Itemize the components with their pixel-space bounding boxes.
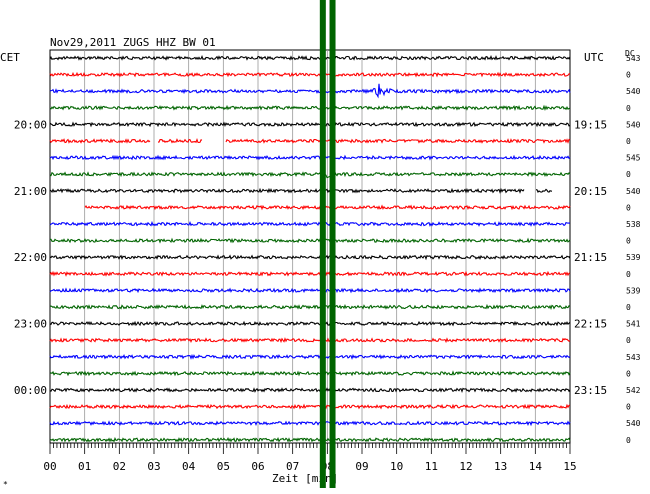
- trace-6: [49, 154, 571, 161]
- x-tick-label-03: 03: [147, 460, 160, 473]
- left-hour-label-3: 23:00: [14, 318, 47, 331]
- trace-17: [49, 337, 571, 344]
- dc-value-22: 540: [626, 419, 641, 428]
- right-axis-title: UTC: [584, 51, 604, 64]
- x-tick-label-07: 07: [286, 460, 299, 473]
- dc-value-18: 543: [626, 353, 641, 362]
- footer-mark: *: [3, 480, 8, 489]
- dc-value-20: 542: [626, 386, 641, 395]
- trace-7: [49, 171, 571, 179]
- trace-4: [49, 121, 571, 128]
- trace-5: [49, 137, 571, 144]
- trace-3: [49, 104, 571, 111]
- dc-value-19: 0: [626, 369, 631, 378]
- left-hour-label-4: 00:00: [14, 384, 47, 397]
- right-hour-label-2: 21:15: [574, 251, 607, 264]
- dc-value-6: 545: [626, 154, 641, 163]
- dc-value-14: 539: [626, 286, 641, 295]
- x-tick-label-10: 10: [390, 460, 403, 473]
- x-tick-label-04: 04: [182, 460, 196, 473]
- x-tick-label-13: 13: [494, 460, 507, 473]
- dc-value-21: 0: [626, 403, 631, 412]
- dc-value-9: 0: [626, 203, 631, 212]
- event-marker-0: [319, 0, 326, 488]
- dc-value-23: 0: [626, 436, 631, 445]
- dc-value-2: 540: [626, 87, 641, 96]
- x-tick-label-01: 01: [78, 460, 91, 473]
- left-hour-label-0: 20:00: [14, 118, 47, 131]
- trace-10: [49, 220, 571, 227]
- left-hour-label-1: 21:00: [14, 185, 47, 198]
- trace-21: [49, 403, 571, 410]
- trace-13: [49, 270, 571, 277]
- trace-0: [49, 54, 571, 61]
- dc-value-0: 543: [626, 54, 641, 63]
- dc-value-7: 0: [626, 170, 631, 179]
- trace-18: [49, 353, 571, 360]
- dc-value-12: 539: [626, 253, 641, 262]
- x-tick-label-09: 09: [355, 460, 368, 473]
- x-axis-label: Zeit [min]: [272, 472, 338, 485]
- right-hour-label-4: 23:15: [574, 384, 607, 397]
- trace-9: [84, 204, 571, 211]
- dc-value-4: 540: [626, 120, 641, 129]
- dc-value-3: 0: [626, 104, 631, 113]
- trace-19: [49, 370, 571, 377]
- chart-title: Nov29,2011 ZUGS HHZ BW 01: [50, 36, 216, 49]
- dc-value-15: 0: [626, 303, 631, 312]
- dc-value-5: 0: [626, 137, 631, 146]
- x-tick-label-11: 11: [425, 460, 438, 473]
- dc-value-11: 0: [626, 237, 631, 246]
- right-hour-label-0: 19:15: [574, 118, 607, 131]
- right-hour-label-1: 20:15: [574, 185, 607, 198]
- x-tick-label-00: 00: [43, 460, 56, 473]
- trace-2: [49, 83, 571, 99]
- trace-20: [49, 387, 571, 394]
- trace-15: [49, 303, 571, 310]
- left-hour-label-2: 22:00: [14, 251, 47, 264]
- event-marker-1: [329, 0, 336, 488]
- dc-corner-label: DC: [625, 49, 635, 58]
- x-tick-label-02: 02: [113, 460, 126, 473]
- dc-value-10: 538: [626, 220, 641, 229]
- trace-11: [50, 237, 571, 244]
- dc-value-17: 0: [626, 336, 631, 345]
- dc-value-1: 0: [626, 71, 631, 80]
- right-hour-label-3: 22:15: [574, 318, 607, 331]
- x-tick-label-15: 15: [563, 460, 576, 473]
- trace-16: [49, 320, 571, 327]
- dc-value-13: 0: [626, 270, 631, 279]
- trace-8: [49, 187, 553, 194]
- x-tick-label-05: 05: [217, 460, 230, 473]
- dc-value-8: 540: [626, 187, 641, 196]
- left-axis-title: CET: [0, 51, 20, 64]
- x-tick-label-14: 14: [529, 460, 543, 473]
- trace-14: [49, 287, 571, 294]
- x-tick-label-12: 12: [459, 460, 472, 473]
- trace-1: [49, 71, 571, 78]
- dc-value-16: 541: [626, 320, 641, 329]
- trace-22: [49, 420, 571, 427]
- x-tick-label-06: 06: [251, 460, 264, 473]
- trace-23: [49, 437, 571, 443]
- trace-12: [49, 254, 571, 261]
- plot-area: 00 01 02 03 04 05 06 07 08 09 10 11 12 13 14 1554305400…: [14, 0, 641, 488]
